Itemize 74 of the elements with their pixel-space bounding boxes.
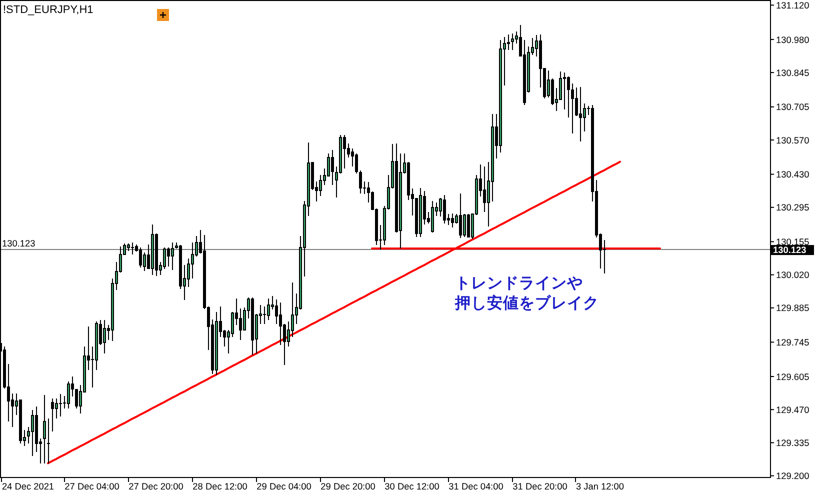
candlestick [507, 34, 510, 51]
candlestick [191, 242, 194, 279]
candlestick [143, 252, 146, 272]
y-tick-label: 129.885 [776, 303, 810, 314]
candlestick [511, 32, 514, 51]
candlestick [239, 308, 242, 340]
x-tick-label: 29 Dec 04:00 [256, 482, 312, 492]
candlestick [262, 306, 266, 325]
y-tick-label: 129.605 [776, 372, 810, 382]
candlestick [467, 214, 470, 238]
candlestick [231, 311, 234, 338]
candlestick [331, 150, 334, 186]
x-tick-label: 30 Dec 12:00 [384, 482, 440, 492]
candlestick [343, 134, 346, 169]
x-tick-label: 27 Dec 04:00 [64, 482, 120, 492]
candlestick [163, 247, 166, 270]
candlestick [171, 242, 174, 271]
y-tick-label: 130.845 [776, 68, 810, 78]
annotation: 押し安値をブレイク [454, 293, 599, 312]
candlestick [51, 398, 54, 432]
y-tick-label: 130.295 [776, 202, 810, 213]
candlestick [103, 320, 106, 354]
candlestick [58, 394, 62, 418]
candlestick [567, 76, 570, 118]
candlestick [359, 170, 362, 194]
candlestick [46, 418, 50, 464]
y-tick-label: 131.120 [776, 0, 810, 10]
y-tick-label: 130.980 [776, 34, 810, 45]
x-tick-label: 24 Dec 2021 [2, 482, 54, 492]
candlestick [439, 197, 442, 218]
y-tick-label: 130.570 [776, 135, 810, 146]
candlestick [67, 381, 70, 409]
y-tick-label: 129.200 [776, 471, 810, 482]
text: 130.123 [773, 245, 806, 256]
y-tick-label: 130.705 [776, 102, 810, 112]
candlestick [483, 166, 486, 212]
candlestick [130, 242, 134, 255]
candlestick [355, 152, 358, 174]
x-tick-label: 3 Jan 12:00 [576, 482, 624, 492]
x-tick-label: 31 Dec 04:00 [448, 482, 504, 492]
candlestick [583, 102, 586, 132]
candlestick [563, 72, 566, 110]
candlestick [451, 212, 454, 228]
candlestick [551, 78, 554, 106]
y-tick-label: 130.155 [776, 236, 810, 247]
chart-title: !STD_EURJPY,H1 [3, 4, 94, 16]
candlestick [443, 194, 446, 224]
candlestick [275, 298, 278, 325]
x-tick-label: 28 Dec 12:00 [192, 482, 248, 492]
candlestick [31, 410, 34, 456]
candlestick [187, 258, 190, 288]
y-tick-label: 129.745 [776, 337, 810, 348]
candlestick [43, 394, 46, 464]
candlestick [459, 192, 462, 238]
x-tick-label: 29 Dec 20:00 [320, 482, 376, 492]
y-tick-label: 129.470 [776, 404, 810, 415]
candlestick [463, 214, 466, 238]
candlestick [139, 247, 142, 268]
candlestick [575, 86, 578, 116]
y-tick-label: 130.020 [776, 270, 810, 280]
x-tick-label: 27 Dec 20:00 [128, 482, 184, 492]
candlestick [319, 174, 322, 197]
ref-line-label: 130.123 [2, 238, 36, 249]
candlestick [579, 86, 582, 142]
annotation: トレンドラインや [455, 275, 583, 292]
x-tick-label: 31 Dec 20:00 [512, 482, 568, 492]
y-tick-label: 129.335 [776, 438, 810, 448]
candlestick [55, 398, 58, 419]
candlestick [559, 71, 562, 101]
candlestick [267, 298, 270, 321]
candlestick [327, 152, 330, 178]
candlestick [279, 302, 282, 346]
candlestick [167, 247, 170, 268]
y-tick-label: 130.430 [776, 170, 810, 180]
